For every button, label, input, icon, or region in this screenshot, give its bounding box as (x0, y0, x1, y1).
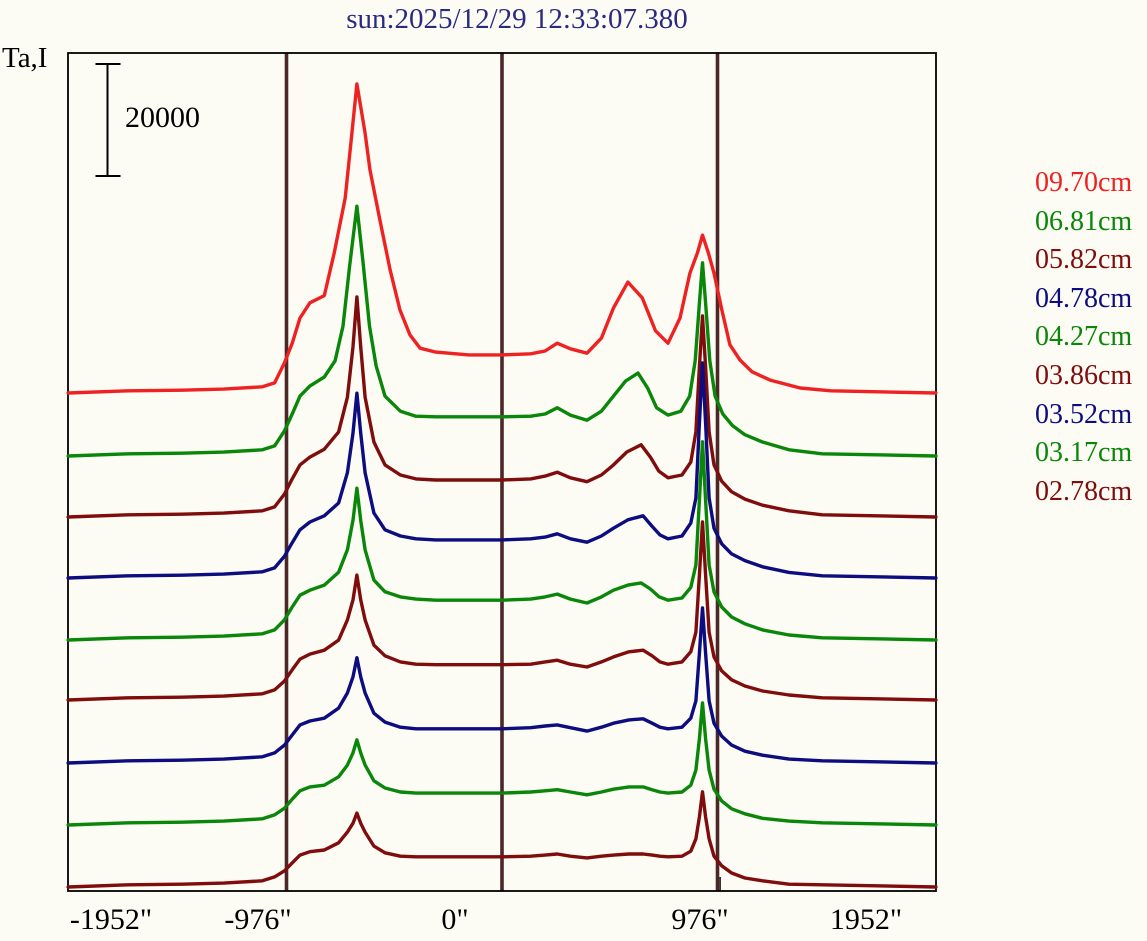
legend-item-04.27cm: 04.27cm (1035, 321, 1133, 353)
page-title: sun:2025/12/29 12:33:07.380 (346, 3, 688, 35)
series-path-09.70cm (66, 82, 938, 395)
series-path-05.82cm (66, 295, 938, 519)
plot-frame (67, 52, 937, 892)
legend-item-04.78cm: 04.78cm (1035, 282, 1133, 314)
x-axis-label: -976" (224, 903, 292, 936)
series-path-02.78cm (66, 790, 938, 889)
legend-item-03.86cm: 03.86cm (1035, 360, 1133, 391)
legend-item-02.78cm: 02.78cm (1035, 475, 1133, 507)
x-axis-label: 0" (441, 903, 469, 936)
scale-bar-label: 20000 (125, 101, 200, 134)
series-path-03.17cm (66, 701, 938, 827)
series-path-03.52cm (66, 606, 938, 765)
series-path-03.86cm (66, 520, 938, 702)
series-path-04.27cm (66, 440, 938, 642)
y-axis-label: Ta,I (2, 42, 48, 74)
legend-item-05.82cm: 05.82cm (1035, 244, 1133, 276)
legend-item-09.70cm: 09.70cm (1035, 167, 1133, 198)
legend-item-03.17cm: 03.17cm (1035, 437, 1133, 469)
legend-item-03.52cm: 03.52cm (1035, 398, 1133, 430)
series-path-06.81cm (66, 204, 938, 458)
x-axis-label: -1952" (69, 903, 153, 936)
legend-item-06.81cm: 06.81cm (1035, 205, 1133, 237)
series-path-04.78cm (66, 361, 938, 580)
x-axis-label: 1952" (829, 903, 903, 936)
x-axis-label: 976" (671, 903, 729, 936)
